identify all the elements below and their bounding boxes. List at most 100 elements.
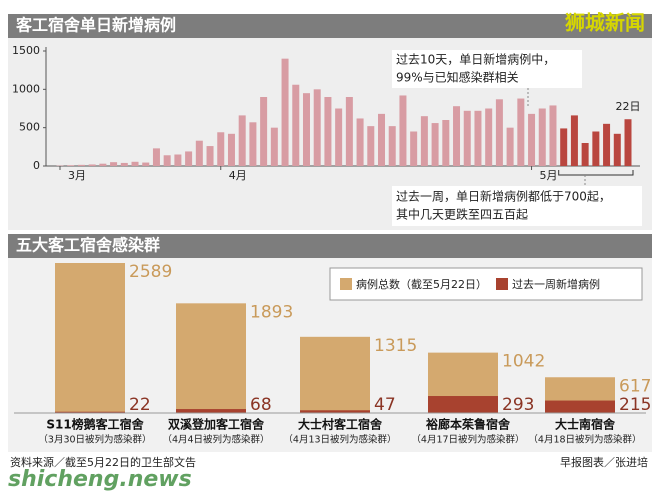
legend-label: 病例总数（截至5月22日） xyxy=(356,277,487,291)
category-label: 大士村客工宿舍 xyxy=(298,417,383,432)
bar xyxy=(55,411,125,413)
bar xyxy=(302,93,310,166)
bar xyxy=(335,108,343,166)
category-label: S11榜鹅客工宿舍 xyxy=(46,417,144,432)
value-label: 1042 xyxy=(502,352,545,372)
category-note: （4月18日被列为感染群） xyxy=(528,434,641,446)
value-label: 215 xyxy=(619,395,651,415)
category-note: （4月17日被列为感染群） xyxy=(411,434,524,446)
bar xyxy=(176,409,246,413)
bar xyxy=(176,303,246,413)
annotation: 过去10天，单日新增病例中， xyxy=(396,52,555,67)
bar xyxy=(300,336,370,413)
bar xyxy=(131,161,139,166)
bar xyxy=(388,126,396,166)
bar xyxy=(506,127,514,166)
bar xyxy=(485,108,493,166)
bar xyxy=(152,148,160,166)
bar xyxy=(281,58,289,166)
value-label: 1893 xyxy=(250,302,293,322)
bar xyxy=(195,140,203,166)
bar xyxy=(624,119,632,166)
bar xyxy=(431,123,439,166)
bar xyxy=(67,165,75,166)
annotation-box xyxy=(392,50,582,88)
value-label: 293 xyxy=(502,395,534,415)
bar xyxy=(313,89,321,166)
legend-box xyxy=(329,267,643,301)
bar xyxy=(442,120,450,166)
annotation: 过去一周，单日新增病例都低于700起， xyxy=(396,189,611,204)
category-label: 裕廊本茱鲁宿舍 xyxy=(425,417,511,432)
bar xyxy=(495,99,503,166)
legend-label: 过去一周新增病例 xyxy=(512,277,600,291)
x-tick-label: 5月 xyxy=(540,169,558,182)
value-label: 2589 xyxy=(129,262,172,282)
bar xyxy=(185,151,193,166)
source: 资料来源／截至5月22日的卫生部文告 xyxy=(10,455,196,469)
bar xyxy=(474,110,482,166)
credit: 早报图表／张进培 xyxy=(560,455,648,469)
y-tick-label: 1000 xyxy=(12,82,40,95)
category-note: （3月30日被列为感染群） xyxy=(38,434,151,446)
watermark: shicheng.news xyxy=(8,467,192,492)
bar xyxy=(378,113,386,166)
bar xyxy=(324,97,332,166)
bar xyxy=(142,162,150,166)
brand: 狮城新闻 xyxy=(565,11,645,35)
bar xyxy=(538,108,546,166)
y-tick-label: 500 xyxy=(19,121,40,134)
bar xyxy=(120,162,128,166)
bar xyxy=(560,128,568,166)
bar xyxy=(300,410,370,413)
bar xyxy=(528,113,536,166)
bar xyxy=(410,131,418,166)
bar xyxy=(345,97,353,166)
bar xyxy=(517,98,525,166)
legend-swatch xyxy=(496,278,508,290)
bar xyxy=(570,115,578,166)
bar xyxy=(206,146,214,166)
chart-title: 客工宿舍单日新增病例 xyxy=(16,16,176,35)
bar xyxy=(99,163,107,166)
bar xyxy=(613,133,621,166)
bar xyxy=(420,116,428,166)
bar xyxy=(399,95,407,166)
bar xyxy=(463,110,471,166)
y-tick-label: 0 xyxy=(33,159,40,172)
x-tick-label: 4月 xyxy=(229,169,247,182)
bar xyxy=(581,143,589,166)
y-tick-label: 1500 xyxy=(12,44,40,57)
category-label: 大士南宿舍 xyxy=(555,417,616,432)
end-label: 22日 xyxy=(616,100,641,113)
bar xyxy=(217,132,225,166)
chart-title: 五大客工宿舍感染群 xyxy=(16,236,160,255)
annotation: 99%与已知感染群相关 xyxy=(396,70,519,85)
bar xyxy=(163,155,171,166)
header-bar xyxy=(8,14,652,38)
category-note: （4月13日被列为感染群） xyxy=(283,434,396,446)
category-note: （4月4日被列为感染群） xyxy=(162,434,269,446)
value-label: 617 xyxy=(619,376,651,396)
bar xyxy=(367,126,375,166)
bar xyxy=(227,133,235,166)
bar xyxy=(549,105,557,166)
bar xyxy=(88,164,96,166)
bar xyxy=(292,84,300,166)
bar xyxy=(238,115,246,166)
bar xyxy=(545,400,615,413)
value-label: 22 xyxy=(129,395,151,415)
bracket xyxy=(558,170,634,176)
bar xyxy=(260,97,268,166)
header-bar xyxy=(8,234,652,258)
bar xyxy=(453,106,461,166)
bar xyxy=(174,154,182,166)
legend-swatch xyxy=(340,278,352,290)
annotation: 其中几天更跌至四五百起 xyxy=(396,207,528,222)
annotation-box xyxy=(392,186,642,226)
value-label: 1315 xyxy=(374,336,417,356)
bar xyxy=(77,164,85,166)
bar xyxy=(592,131,600,166)
